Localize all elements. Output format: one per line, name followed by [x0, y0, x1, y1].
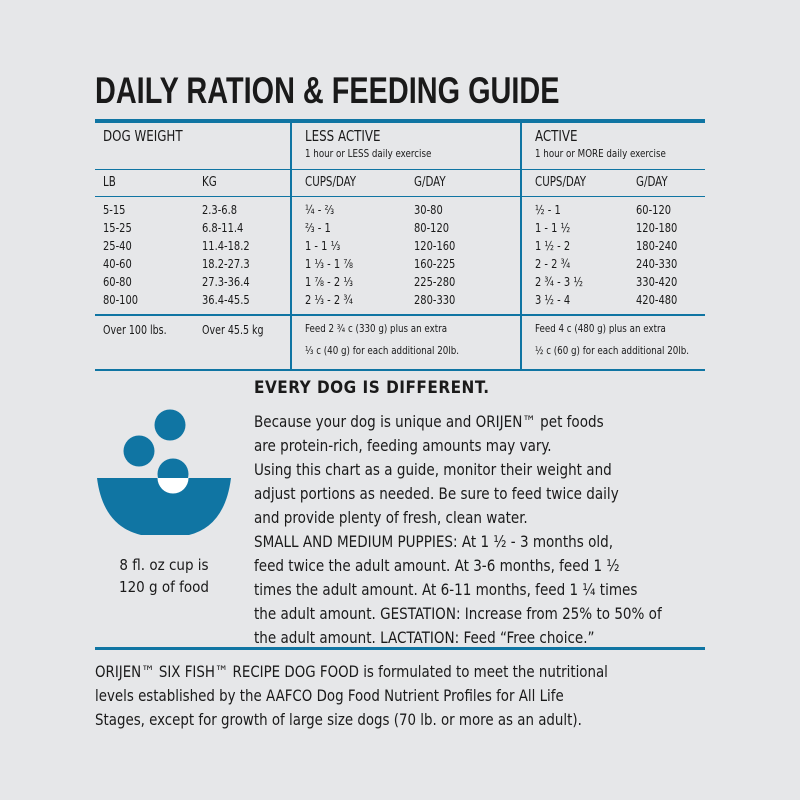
- paragraph-line: times the adult amount. At 6-11 months, …: [254, 580, 638, 599]
- divider: [95, 369, 705, 371]
- divider: [95, 169, 705, 170]
- header-active: ACTIVE: [535, 127, 578, 145]
- table-cell: 1 ½ - 2: [535, 238, 571, 253]
- table-cell: 2.3-6.8: [202, 202, 238, 217]
- table-cell: 120-180: [636, 220, 678, 235]
- header-dog-weight: DOG WEIGHT: [103, 127, 183, 145]
- divider: [290, 123, 292, 369]
- table-cell: 80-100: [103, 292, 139, 307]
- table-cell: 1 ⅞ - 2 ⅓: [305, 274, 353, 289]
- table-cell: 240-330: [636, 256, 678, 271]
- column-header: CUPS/DAY: [535, 175, 587, 190]
- footer-line: ORIJEN™ SIX FISH™ RECIPE DOG FOOD is for…: [95, 662, 608, 681]
- paragraph-line: Because your dog is unique and ORIJEN™ p…: [254, 412, 604, 431]
- table-cell: 1 - 1 ⅓: [305, 238, 341, 253]
- paragraph-line: SMALL AND MEDIUM PUPPIES: At 1 ½ - 3 mon…: [254, 532, 614, 551]
- table-cell: 60-80: [103, 274, 132, 289]
- table-cell: 3 ½ - 4: [535, 292, 571, 307]
- over-active: Feed 4 c (480 g) plus an extra ½ c (60 g)…: [535, 318, 689, 362]
- table-cell: 40-60: [103, 256, 132, 271]
- aafco-statement: ORIJEN™ SIX FISH™ RECIPE DOG FOOD is for…: [95, 660, 608, 732]
- divider: [520, 123, 522, 369]
- table-cell: 1 ⅓ - 1 ⅞: [305, 256, 353, 271]
- table-cell: 160-225: [414, 256, 456, 271]
- table-cell: 225-280: [414, 274, 456, 289]
- table-cell: 30-80: [414, 202, 443, 217]
- table-cell: 1 - 1 ½: [535, 220, 571, 235]
- table-cell: 60-120: [636, 202, 672, 217]
- caption-line: 120 g of food: [119, 578, 209, 596]
- divider: [95, 314, 705, 316]
- table-cell: 120-160: [414, 238, 456, 253]
- header-less-active: LESS ACTIVE: [305, 127, 381, 145]
- page-title: DAILY RATION & FEEDING GUIDE: [95, 70, 560, 111]
- column-header: G/DAY: [414, 175, 446, 190]
- over-lb: Over 100 lbs.: [103, 323, 167, 337]
- table-cell: 5-15: [103, 202, 126, 217]
- footer-line: levels established by the AAFCO Dog Food…: [95, 686, 564, 705]
- paragraph-line: are protein-rich, feeding amounts may va…: [254, 436, 552, 455]
- note-line: ½ c (60 g) for each additional 20lb.: [535, 344, 690, 357]
- table-cell: 2 ⅓ - 2 ¾: [305, 292, 353, 307]
- table-cell: 36.4-45.5: [202, 292, 250, 307]
- paragraph-line: adjust portions as needed. Be sure to fe…: [254, 484, 619, 503]
- table-cell: 180-240: [636, 238, 678, 253]
- divider: [95, 647, 705, 650]
- table-cell: 11.4-18.2: [202, 238, 250, 253]
- table-cell: 15-25: [103, 220, 132, 235]
- table-cell: 330-420: [636, 274, 678, 289]
- paragraph-line: the adult amount. GESTATION: Increase fr…: [254, 604, 662, 623]
- footer-line: Stages, except for growth of large size …: [95, 710, 582, 729]
- divider: [95, 119, 705, 123]
- table-cell: ½ - 1: [535, 202, 561, 217]
- paragraph-line: the adult amount. LACTATION: Feed “Free …: [254, 628, 595, 647]
- column-header: G/DAY: [636, 175, 668, 190]
- column-header: KG: [202, 175, 217, 190]
- table-cell: 2 ¾ - 3 ½: [535, 274, 583, 289]
- every-dog-heading: EVERY DOG IS DIFFERENT.: [254, 378, 490, 398]
- table-cell: ⅔ - 1: [305, 220, 331, 235]
- less-active-subtitle: 1 hour or LESS daily exercise: [305, 147, 432, 160]
- active-subtitle: 1 hour or MORE daily exercise: [535, 147, 666, 160]
- note-line: ⅓ c (40 g) for each additional 20lb.: [305, 344, 460, 357]
- table-cell: 280-330: [414, 292, 456, 307]
- caption-line: 8 fl. oz cup is: [119, 556, 209, 574]
- over-less-active: Feed 2 ¾ c (330 g) plus an extra ⅓ c (40 …: [305, 318, 459, 362]
- table-cell: 27.3-36.4: [202, 274, 250, 289]
- over-kg: Over 45.5 kg: [202, 323, 264, 337]
- every-dog-paragraph: Because your dog is unique and ORIJEN™ p…: [254, 410, 696, 650]
- paragraph-line: Using this chart as a guide, monitor the…: [254, 460, 612, 479]
- cup-caption: 8 fl. oz cup is 120 g of food: [100, 554, 228, 598]
- table-cell: 80-120: [414, 220, 450, 235]
- table-cell: 2 - 2 ¾: [535, 256, 571, 271]
- column-header: LB: [103, 175, 116, 190]
- table-cell: 25-40: [103, 238, 132, 253]
- column-header: CUPS/DAY: [305, 175, 357, 190]
- table-cell: 18.2-27.3: [202, 256, 250, 271]
- table-cell: ¼ - ⅔: [305, 202, 335, 217]
- bowl-with-food-icon: [97, 409, 231, 535]
- paragraph-line: and provide plenty of fresh, clean water…: [254, 508, 528, 527]
- note-line: Feed 4 c (480 g) plus an extra: [535, 322, 666, 335]
- table-cell: 420-480: [636, 292, 678, 307]
- note-line: Feed 2 ¾ c (330 g) plus an extra: [305, 322, 448, 335]
- divider: [95, 196, 705, 197]
- table-cell: 6.8-11.4: [202, 220, 244, 235]
- paragraph-line: feed twice the adult amount. At 3-6 mont…: [254, 556, 620, 575]
